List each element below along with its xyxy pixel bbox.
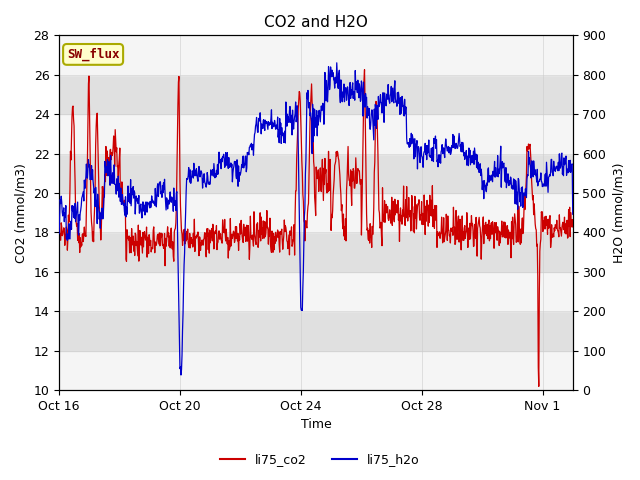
Bar — [59, 232, 573, 272]
X-axis label: Time: Time — [301, 419, 332, 432]
Y-axis label: H2O (mmol/m3): H2O (mmol/m3) — [612, 162, 625, 263]
Title: CO2 and H2O: CO2 and H2O — [264, 15, 368, 30]
Bar — [59, 36, 573, 75]
Text: SW_flux: SW_flux — [67, 48, 119, 61]
Bar — [59, 272, 573, 312]
Bar — [59, 351, 573, 390]
Bar — [59, 114, 573, 154]
Bar — [59, 193, 573, 232]
Y-axis label: CO2 (mmol/m3): CO2 (mmol/m3) — [15, 163, 28, 263]
Legend: li75_co2, li75_h2o: li75_co2, li75_h2o — [215, 448, 425, 471]
Bar — [59, 75, 573, 114]
Bar — [59, 154, 573, 193]
Bar — [59, 312, 573, 351]
